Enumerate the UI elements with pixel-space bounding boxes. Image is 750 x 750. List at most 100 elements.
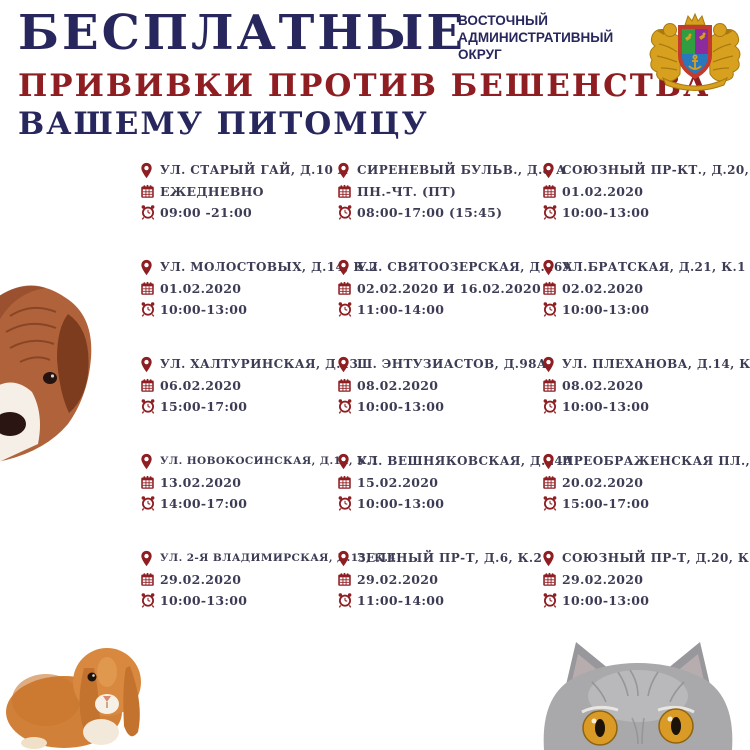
gray-cat-photo [543, 642, 733, 750]
time-line: 10:00-13:00 [337, 493, 542, 513]
address-line: ПРЕОБРАЖЕНСКАЯ ПЛ., Д.5/7 [542, 451, 750, 471]
date-line: 01.02.2020 [140, 278, 337, 298]
location-pin-icon [337, 453, 357, 470]
location-entry: УЛ. МОЛОСТОВЫХ, Д.14, К.2 01.02.2020 10:… [140, 257, 378, 354]
calendar-icon [542, 281, 562, 296]
time-text: 10:00-13:00 [160, 592, 248, 608]
address-text: СИРЕНЕВЫЙ БУЛЬВ., Д.8 А [357, 163, 567, 177]
address-text: СОЮЗНЫЙ ПР-КТ., Д.20, К.1 [562, 163, 750, 177]
location-pin-icon [542, 356, 562, 373]
location-pin-icon [337, 259, 357, 276]
date-text: 08.02.2020 [357, 377, 439, 393]
location-entry: ПРЕОБРАЖЕНСКАЯ ПЛ., Д.5/7 20.02.2020 15:… [542, 451, 750, 548]
location-pin-icon [337, 162, 357, 179]
date-text: 20.02.2020 [562, 474, 644, 490]
alarm-clock-icon [542, 398, 562, 414]
date-text: 01.02.2020 [562, 183, 644, 199]
calendar-icon [337, 572, 357, 587]
address-text: УЛ.БРАТСКАЯ, Д.21, К.1 [562, 260, 746, 274]
time-line: 10:00-13:00 [542, 202, 750, 222]
time-text: 11:00-14:00 [357, 592, 445, 608]
address-text: ПРЕОБРАЖЕНСКАЯ ПЛ., Д.5/7 [562, 454, 750, 468]
location-pin-icon [542, 259, 562, 276]
date-line: 29.02.2020 [337, 569, 542, 589]
district-coat-of-arms-icon [649, 12, 741, 91]
date-line: 13.02.2020 [140, 472, 337, 492]
address-text: УЛ. МОЛОСТОВЫХ, Д.14, К.2 [160, 260, 379, 274]
location-entry: УЛ. СТАРЫЙ ГАЙ, Д.10 А ЕЖЕДНЕВНО 09:00 -… [140, 160, 348, 257]
title-vaccines: ПРИВИВКИ ПРОТИВ БЕШЕНСТВА [18, 68, 711, 104]
address-text: УЛ. СТАРЫЙ ГАЙ, Д.10 А [160, 163, 348, 177]
address-line: УЛ.БРАТСКАЯ, Д.21, К.1 [542, 257, 750, 277]
address-text: УЛ. ХАЛТУРИНСКАЯ, Д.13 [160, 357, 359, 371]
address-text: УЛ. НОВОКОСИНСКАЯ, Д.14, К.1 [160, 455, 379, 467]
time-line: 10:00-13:00 [140, 590, 337, 610]
date-line: ЕЖЕДНЕВНО [140, 181, 337, 201]
location-pin-icon [140, 162, 160, 179]
time-text: 15:00-17:00 [160, 398, 248, 414]
lop-rabbit-photo [6, 648, 141, 749]
address-line: СОЮЗНЫЙ ПР-Т, Д.20, К.1 [542, 548, 750, 568]
date-text: 06.02.2020 [160, 377, 242, 393]
date-text: ЕЖЕДНЕВНО [160, 183, 264, 199]
location-pin-icon [140, 550, 160, 567]
location-pin-icon [542, 453, 562, 470]
poster-titles: БЕСПЛАТНЫЕ ПРИВИВКИ ПРОТИВ БЕШЕНСТВА ВАШ… [18, 6, 710, 142]
title-pet: ВАШЕМУ ПИТОМЦУ [18, 106, 429, 142]
time-line: 10:00-13:00 [337, 396, 542, 416]
address-line: УЛ. ВЕШНЯКОВСКАЯ, Д.24А [337, 451, 573, 471]
calendar-icon [140, 572, 160, 587]
location-pin-icon [140, 259, 160, 276]
location-pin-icon [140, 356, 160, 373]
location-pin-icon [337, 356, 357, 373]
date-text: ПН.-ЧТ. (ПТ) [357, 183, 457, 199]
calendar-icon [140, 475, 160, 490]
time-text: 10:00-13:00 [357, 398, 445, 414]
time-text: 15:00-17:00 [562, 495, 650, 511]
date-line: 02.02.2020 [542, 278, 750, 298]
address-text: Ш. ЭНТУЗИАСТОВ, Д.98А [357, 357, 548, 371]
time-text: 10:00-13:00 [562, 398, 650, 414]
alarm-clock-icon [140, 204, 160, 220]
time-line: 10:00-13:00 [542, 396, 750, 416]
address-line: СИРЕНЕВЫЙ БУЛЬВ., Д.8 А [337, 160, 566, 180]
district-name: ВОСТОЧНЫЙ АДМИНИСТРАТИВНЫЙ ОКРУГ [458, 13, 614, 62]
alarm-clock-icon [337, 495, 357, 511]
right-eagle [708, 23, 741, 82]
alarm-clock-icon [542, 495, 562, 511]
calendar-icon [140, 281, 160, 296]
calendar-icon [542, 184, 562, 199]
date-line: 20.02.2020 [542, 472, 750, 492]
time-line: 11:00-14:00 [337, 590, 542, 610]
location-entry: УЛ. ПЛЕХАНОВА, Д.14, К.4 08.02.2020 10:0… [542, 354, 750, 451]
date-text: 15.02.2020 [357, 474, 439, 490]
time-text: 08:00-17:00 (15:45) [357, 204, 503, 220]
date-line: 01.02.2020 [542, 181, 750, 201]
date-text: 13.02.2020 [160, 474, 242, 490]
alarm-clock-icon [542, 592, 562, 608]
time-line: 10:00-13:00 [542, 590, 750, 610]
time-text: 11:00-14:00 [357, 301, 445, 317]
time-text: 10:00-13:00 [562, 592, 650, 608]
alarm-clock-icon [542, 204, 562, 220]
alarm-clock-icon [140, 301, 160, 317]
date-text: 29.02.2020 [160, 571, 242, 587]
date-line: 29.02.2020 [542, 569, 750, 589]
alarm-clock-icon [337, 301, 357, 317]
time-line: 09:00 -21:00 [140, 202, 337, 222]
date-text: 29.02.2020 [357, 571, 439, 587]
date-line: 29.02.2020 [140, 569, 337, 589]
calendar-icon [337, 281, 357, 296]
location-entry: ЗЕЛЕНЫЙ ПР-Т, Д.6, К.2 29.02.2020 11:00-… [337, 548, 542, 645]
address-line: УЛ. СТАРЫЙ ГАЙ, Д.10 А [140, 160, 348, 180]
time-line: 11:00-14:00 [337, 299, 542, 319]
boxer-dog-photo [0, 285, 92, 462]
location-entry: УЛ. СВЯТООЗЕРСКАЯ, Д.16А 02.02.2020 И 16… [337, 257, 572, 354]
time-line: 15:00-17:00 [140, 396, 337, 416]
date-text: 29.02.2020 [562, 571, 644, 587]
location-entry: УЛ. НОВОКОСИНСКАЯ, Д.14, К.1 13.02.2020 … [140, 451, 378, 548]
location-entry: СОЮЗНЫЙ ПР-Т, Д.20, К.1 29.02.2020 10:00… [542, 548, 750, 645]
time-line: 10:00-13:00 [140, 299, 337, 319]
location-pin-icon [542, 550, 562, 567]
